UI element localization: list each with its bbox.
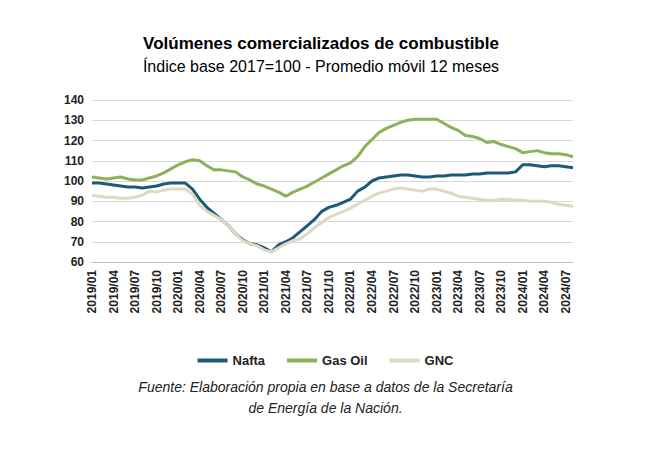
svg-text:120: 120	[64, 134, 84, 148]
svg-text:2024/01: 2024/01	[516, 270, 530, 314]
svg-text:140: 140	[64, 93, 84, 107]
svg-text:Gas Oil: Gas Oil	[322, 353, 368, 368]
svg-text:Volúmenes comercializados de c: Volúmenes comercializados de combustible	[143, 34, 499, 53]
svg-text:100: 100	[64, 174, 84, 188]
svg-text:de Energía de la Nación.: de Energía de la Nación.	[248, 400, 402, 416]
svg-text:2021/10: 2021/10	[322, 270, 336, 314]
svg-text:2019/07: 2019/07	[128, 270, 142, 314]
svg-text:2020/07: 2020/07	[214, 270, 228, 314]
svg-text:2022/07: 2022/07	[387, 270, 401, 314]
svg-text:2021/01: 2021/01	[257, 270, 271, 314]
svg-text:2020/10: 2020/10	[236, 270, 250, 314]
svg-text:2022/10: 2022/10	[408, 270, 422, 314]
svg-text:GNC: GNC	[425, 353, 455, 368]
svg-text:2024/07: 2024/07	[559, 270, 573, 314]
svg-text:130: 130	[64, 113, 84, 127]
svg-text:Fuente: Elaboración propia en: Fuente: Elaboración propia en base a dat…	[138, 379, 513, 395]
svg-text:2019/04: 2019/04	[107, 270, 121, 314]
svg-text:2020/01: 2020/01	[171, 270, 185, 314]
svg-text:60: 60	[71, 255, 85, 269]
svg-text:2023/04: 2023/04	[451, 270, 465, 314]
svg-text:2021/07: 2021/07	[300, 270, 314, 314]
svg-text:110: 110	[65, 154, 85, 168]
svg-text:2023/10: 2023/10	[494, 270, 508, 314]
svg-text:70: 70	[71, 235, 85, 249]
svg-text:2021/04: 2021/04	[279, 270, 293, 314]
svg-text:2024/04: 2024/04	[537, 270, 551, 314]
svg-text:2020/04: 2020/04	[193, 270, 207, 314]
svg-text:Nafta: Nafta	[233, 353, 266, 368]
svg-text:2023/01: 2023/01	[430, 270, 444, 314]
svg-text:2019/10: 2019/10	[150, 270, 164, 314]
svg-text:90: 90	[71, 194, 85, 208]
svg-text:2022/01: 2022/01	[343, 270, 357, 314]
svg-text:Índice base 2017=100 - Promedi: Índice base 2017=100 - Promedio móvil 12…	[143, 57, 499, 75]
svg-text:2023/07: 2023/07	[473, 270, 487, 314]
svg-text:2019/01: 2019/01	[85, 270, 99, 314]
svg-text:2022/04: 2022/04	[365, 270, 379, 314]
svg-text:80: 80	[71, 215, 85, 229]
